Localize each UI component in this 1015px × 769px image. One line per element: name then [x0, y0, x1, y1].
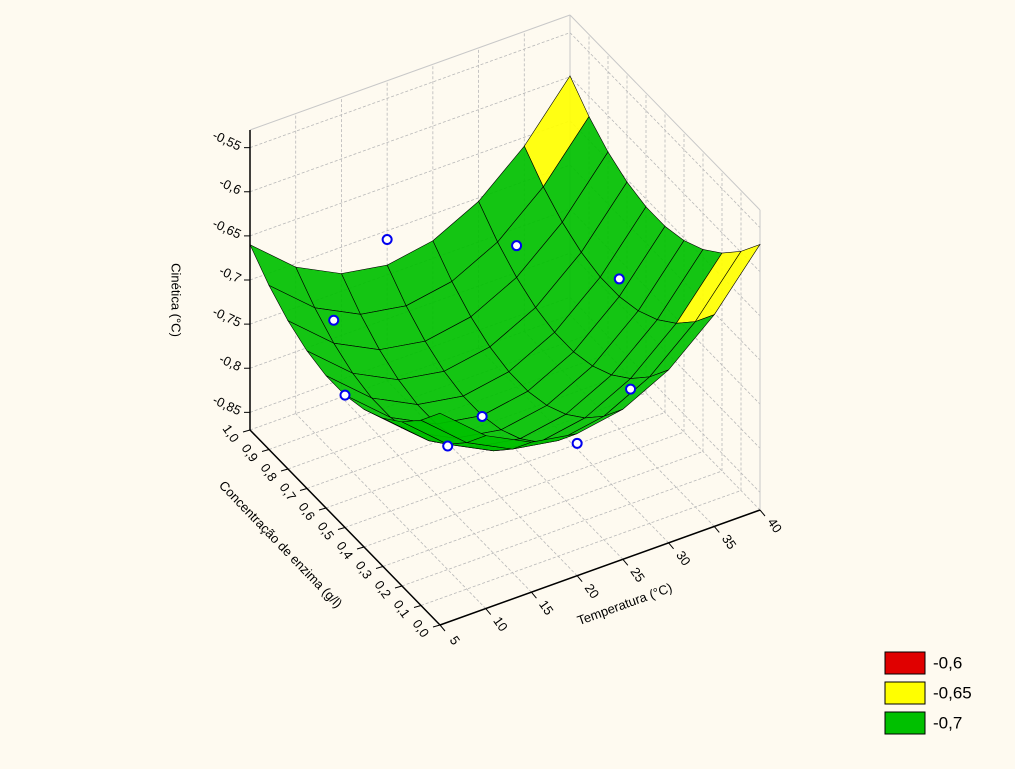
y-tick-label: 0,9: [239, 441, 262, 464]
z-tick-label: -0,8: [217, 351, 244, 374]
y-tick-label: 0,8: [258, 461, 281, 484]
data-point: [381, 234, 393, 246]
legend-swatch: [884, 711, 926, 735]
x-tick-label: 20: [582, 581, 603, 601]
data-point: [442, 440, 454, 452]
y-axis-title: Concentração de enzima (g/l): [216, 478, 345, 611]
z-tick-label: -0,75: [210, 304, 243, 330]
y-tick-label: 0,6: [296, 500, 319, 523]
x-tick-label: 30: [673, 548, 694, 568]
grid-line: [382, 451, 704, 567]
data-point: [328, 314, 340, 326]
tick-mark: [375, 566, 384, 569]
tick-mark: [759, 509, 766, 517]
legend-label: -0,7: [933, 713, 962, 732]
tick-mark: [413, 605, 422, 608]
tick-mark: [668, 542, 674, 550]
box-edge: [569, 14, 761, 211]
tick-mark: [485, 608, 492, 615]
z-tick-label: -0,85: [210, 392, 243, 418]
data-point: [625, 383, 637, 395]
x-tick-label: 40: [765, 515, 786, 535]
y-tick-label: 0,5: [315, 519, 338, 542]
tick-mark: [576, 575, 583, 583]
data-point: [476, 410, 488, 422]
y-tick-label: 0,2: [372, 578, 395, 601]
data-point: [571, 437, 583, 449]
grid-line: [295, 413, 487, 609]
tick-mark: [261, 449, 270, 452]
x-tick-label: 5: [447, 633, 463, 648]
legend-label: -0,65: [933, 683, 972, 702]
grid-line: [569, 32, 761, 228]
grid-line: [420, 490, 742, 606]
tick-mark: [356, 546, 365, 550]
z-axis-title: Cinética (°C): [169, 263, 184, 337]
tick-mark: [318, 507, 327, 511]
grid-line: [249, 76, 571, 193]
grid-line: [569, 76, 761, 273]
surface-patch: [420, 412, 487, 443]
z-tick-label: -0,55: [210, 127, 243, 153]
grid-line: [249, 120, 571, 237]
z-tick-label: -0,7: [217, 263, 244, 286]
x-tick-label: 35: [719, 532, 740, 552]
tick-mark: [432, 624, 441, 628]
legend-swatch: [884, 681, 926, 705]
legend-label: -0,6: [933, 653, 962, 672]
data-point: [339, 389, 351, 401]
grid-line: [363, 431, 685, 548]
tick-mark: [242, 429, 251, 433]
box-edge: [249, 14, 571, 131]
grid-line: [344, 412, 666, 528]
tick-mark: [337, 527, 346, 530]
tick-mark: [622, 558, 629, 566]
tick-mark: [713, 526, 720, 533]
tick-mark: [531, 591, 537, 599]
y-tick-label: 1,0: [220, 422, 243, 445]
tick-mark: [299, 488, 308, 491]
x-tick-label: 10: [490, 614, 511, 634]
x-tick-label: 15: [536, 597, 557, 617]
y-tick-label: 0,7: [277, 480, 300, 503]
grid-line: [249, 164, 571, 281]
tick-mark: [439, 624, 446, 632]
tick-mark: [280, 468, 289, 472]
grid-line: [401, 470, 723, 587]
x-tick-label: 25: [627, 564, 648, 584]
y-tick-label: 0,3: [353, 558, 376, 581]
grid-line: [325, 392, 647, 509]
grid-line: [249, 32, 571, 149]
z-tick-label: -0,6: [217, 175, 244, 198]
legend-swatch: [884, 651, 926, 675]
y-tick-label: 0,0: [410, 617, 433, 640]
data-point: [511, 240, 523, 252]
y-tick-label: 0,4: [334, 539, 357, 562]
tick-mark: [394, 585, 403, 589]
x-axis: [439, 509, 761, 626]
z-tick-label: -0,65: [210, 216, 243, 242]
y-tick-label: 0,1: [391, 597, 414, 620]
data-point: [613, 273, 625, 285]
